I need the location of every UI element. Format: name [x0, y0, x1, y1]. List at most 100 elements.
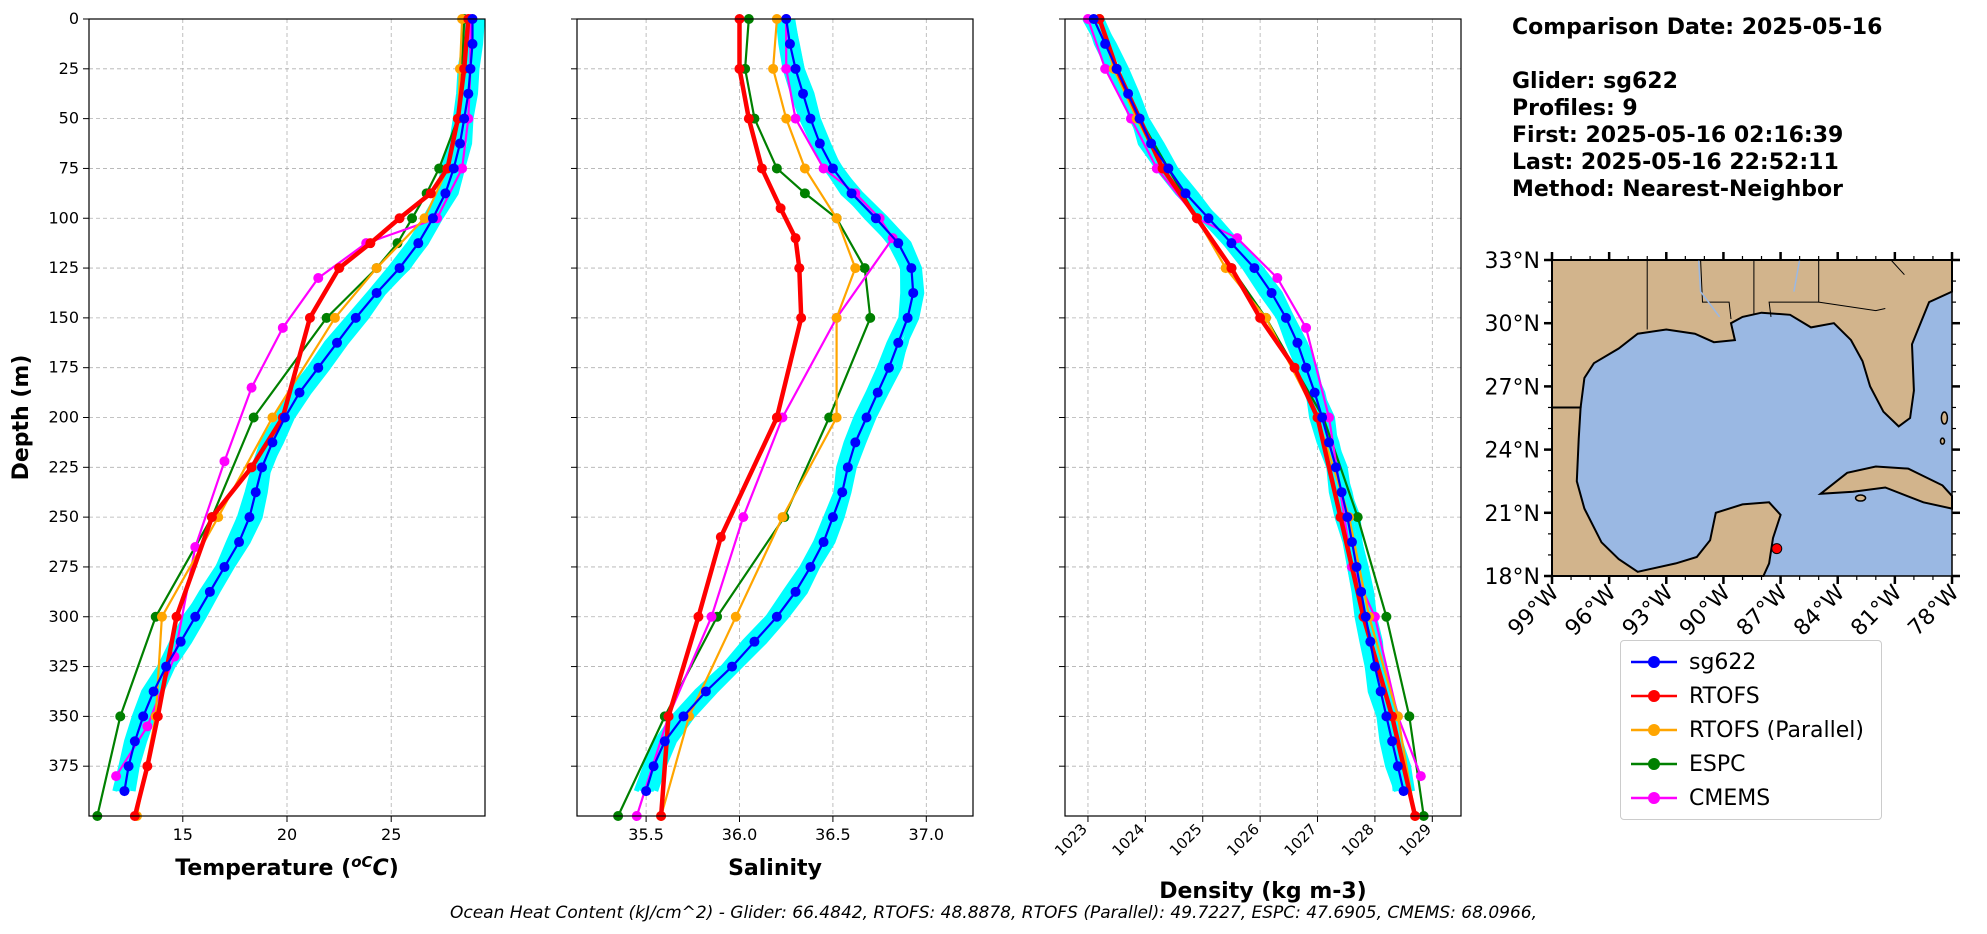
data-point-sg622: [175, 636, 186, 647]
data-point-sg622: [749, 636, 760, 647]
data-point-rtofs: [334, 263, 345, 274]
y-tick-label: 200: [48, 408, 79, 427]
data-point-espc: [1381, 611, 1392, 622]
data-point-rtofs-parallel: [768, 63, 779, 74]
data-point-rtofs: [365, 238, 376, 249]
lat-tick-label: 21°N: [1485, 502, 1540, 527]
island: [1940, 411, 1949, 425]
data-point-sg622: [465, 63, 476, 74]
legend-item-cmems: CMEMS: [1621, 781, 1770, 815]
data-point-sg622: [350, 312, 361, 323]
data-point-sg622: [1266, 287, 1277, 298]
glider-name: Glider: sg622: [1512, 69, 1678, 94]
data-point-cmems: [781, 63, 792, 74]
data-point-rtofs: [734, 63, 745, 74]
data-point-sg622: [1342, 512, 1353, 523]
data-point-espc: [392, 238, 403, 249]
data-point-sg622: [1360, 611, 1371, 622]
data-point-sg622: [454, 138, 465, 149]
data-point-sg622: [700, 686, 711, 697]
data-point-cmems: [246, 382, 257, 393]
data-point-rtofs: [790, 233, 801, 244]
legend-item-rtofs: RTOFS: [1621, 679, 1760, 713]
state-border: [1700, 259, 1732, 320]
data-point-cmems: [1100, 63, 1111, 74]
legend-item-rtofs-parallel: RTOFS (Parallel): [1621, 713, 1864, 747]
lon-tick-label: 96°W: [1561, 580, 1622, 641]
lat-tick-label: 30°N: [1485, 312, 1540, 337]
data-point-sg622: [1100, 38, 1111, 49]
legend: sg622 RTOFS RTOFS (Parallel) ESPC CMEMS: [1620, 640, 1882, 820]
data-point-sg622: [872, 387, 883, 398]
data-point-sg622: [413, 238, 424, 249]
data-point-rtofs-parallel: [730, 611, 741, 622]
data-point-rtofs: [715, 532, 726, 543]
data-point-sg622: [448, 163, 459, 174]
lon-tick-label: 90°W: [1675, 580, 1736, 641]
data-point-sg622: [1134, 113, 1145, 124]
data-point-rtofs: [425, 188, 436, 199]
data-point-sg622: [906, 263, 917, 274]
data-point-sg622: [678, 711, 689, 722]
data-point-sg622: [313, 362, 324, 373]
state-border: [1890, 259, 1905, 276]
data-point-sg622: [129, 736, 140, 747]
x-tick-label: 1025: [1166, 820, 1206, 860]
data-point-rtofs-parallel: [156, 611, 167, 622]
data-point-rtofs-parallel: [799, 163, 810, 174]
x-tick-label: 20: [277, 825, 297, 844]
glider-profile-line: [633, 18, 906, 792]
data-point-sg622: [234, 537, 245, 548]
legend-swatch: [1631, 758, 1677, 770]
data-point-espc: [1404, 711, 1415, 722]
profile-count: Profiles: 9: [1512, 96, 1638, 121]
data-point-cmems: [313, 273, 324, 284]
data-point-cmems: [1301, 322, 1312, 333]
data-point-sg622: [641, 786, 652, 797]
first-time: First: 2025-05-16 02:16:39: [1512, 123, 1844, 148]
data-point-sg622: [244, 512, 255, 523]
data-point-cmems: [818, 163, 829, 174]
data-point-sg622: [659, 736, 670, 747]
data-point-rtofs: [1255, 312, 1266, 323]
data-point-rtofs: [1335, 512, 1346, 523]
data-point-sg622: [279, 412, 290, 423]
state-border: [1818, 301, 1886, 312]
lon-tick-label: 93°W: [1618, 580, 1679, 641]
lon-tick-label: 84°W: [1789, 580, 1850, 641]
data-point-espc: [771, 163, 782, 174]
data-point-sg622: [1336, 487, 1347, 498]
panel-temperature: 15 20 250255075100125150175200225250275300…: [9, 9, 486, 881]
data-point-sg622: [883, 362, 894, 373]
x-tick-label: 36.0: [722, 825, 758, 844]
y-tick-label: 350: [48, 706, 79, 725]
data-point-sg622: [1375, 686, 1386, 697]
glider-profile-line: [1082, 17, 1399, 792]
legend-swatch: [1631, 656, 1677, 668]
data-point-sg622: [902, 312, 913, 323]
y-tick-label: 275: [48, 557, 79, 576]
y-tick-label: 125: [48, 258, 79, 277]
legend-item-espc: ESPC: [1621, 747, 1746, 781]
state-border: [1768, 260, 1820, 317]
method: Method: Nearest-Neighbor: [1512, 177, 1843, 202]
x-tick-label: 1024: [1108, 820, 1148, 860]
data-point-sg622: [1324, 437, 1334, 448]
y-tick-label: 0: [69, 9, 79, 28]
x-tick-label: 35.5: [628, 825, 664, 844]
data-point-rtofs: [796, 312, 807, 323]
lon-tick-label: 81°W: [1846, 580, 1907, 641]
data-point-sg622: [1163, 163, 1174, 174]
data-point-sg622: [463, 88, 474, 99]
x-axis-label: Temperature (oCC): [175, 853, 399, 881]
series-line-rtofs-parallel: [660, 18, 857, 817]
data-point-sg622: [138, 711, 149, 722]
data-point-sg622: [1226, 238, 1237, 249]
data-point-rtofs: [775, 203, 786, 214]
data-point-sg622: [1346, 537, 1357, 548]
x-axis-label-unit: C: [373, 856, 389, 881]
data-point-rtofs-parallel: [267, 412, 278, 423]
last-time: Last: 2025-05-16 22:52:11: [1512, 150, 1839, 175]
data-point-rtofs-parallel: [329, 312, 340, 323]
